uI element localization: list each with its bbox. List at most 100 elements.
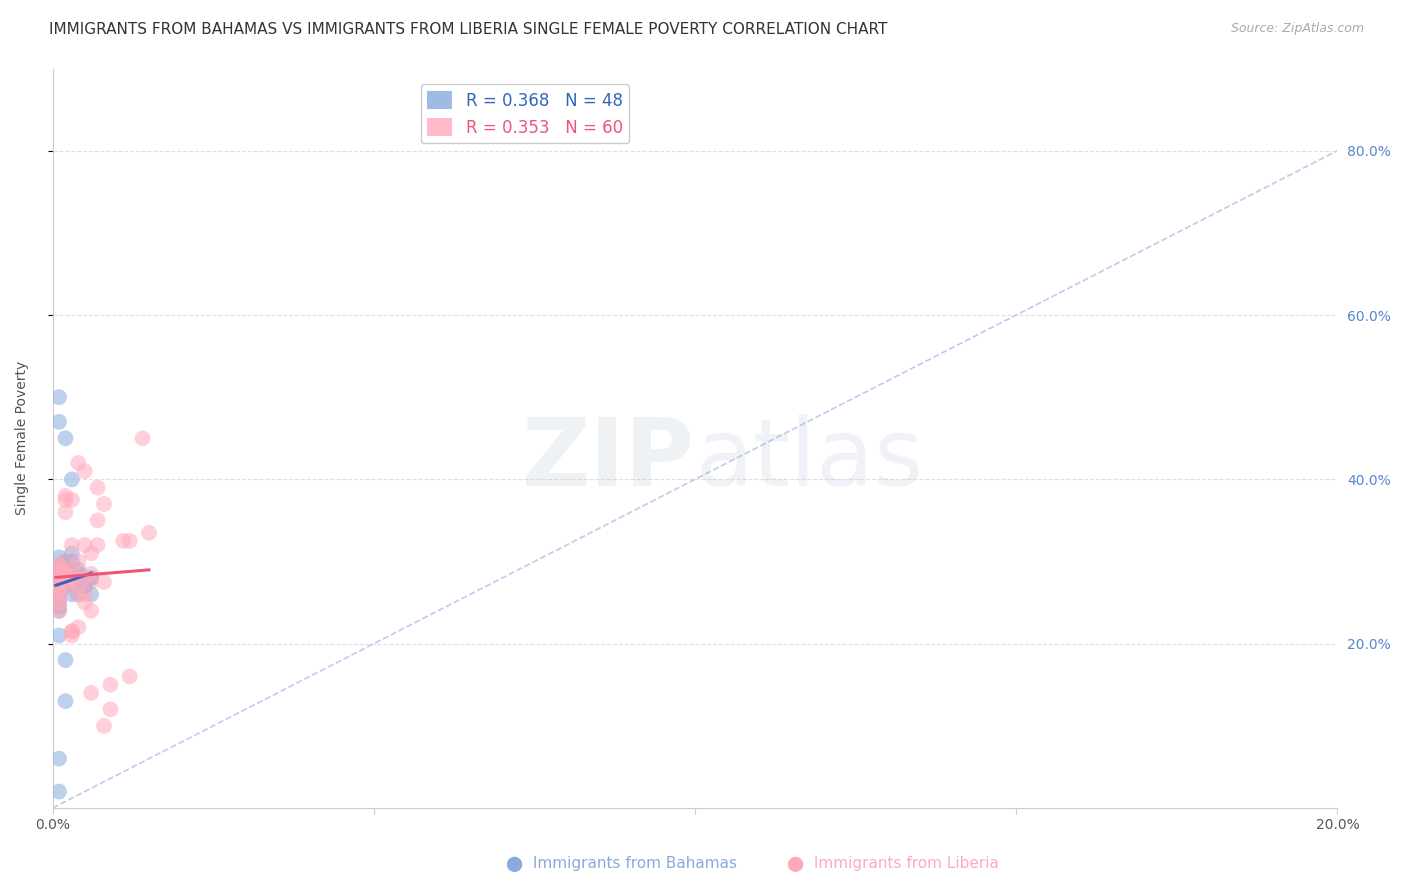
Point — [55, 575, 77, 590]
Point — [80, 587, 103, 601]
Point — [86, 513, 108, 527]
Point — [55, 492, 77, 507]
Point — [60, 492, 83, 507]
Point — [55, 505, 77, 519]
Point — [48, 571, 70, 585]
Point — [48, 599, 70, 614]
Point — [48, 390, 70, 404]
Point — [67, 579, 90, 593]
Point — [60, 538, 83, 552]
Point — [60, 546, 83, 560]
Point — [80, 575, 103, 590]
Point — [118, 669, 141, 683]
Point — [93, 575, 115, 590]
Point — [48, 566, 70, 581]
Point — [55, 566, 77, 581]
Point — [86, 481, 108, 495]
Point — [60, 554, 83, 568]
Point — [55, 579, 77, 593]
Point — [67, 566, 90, 581]
Legend: R = 0.368   N = 48, R = 0.353   N = 60: R = 0.368 N = 48, R = 0.353 N = 60 — [420, 84, 630, 144]
Point — [48, 579, 70, 593]
Point — [48, 550, 70, 565]
Point — [55, 579, 77, 593]
Point — [67, 587, 90, 601]
Point — [48, 579, 70, 593]
Point — [51, 566, 73, 581]
Point — [55, 558, 77, 573]
Point — [60, 563, 83, 577]
Point — [73, 579, 96, 593]
Point — [73, 571, 96, 585]
Point — [48, 583, 70, 598]
Point — [93, 719, 115, 733]
Point — [48, 583, 70, 598]
Point — [131, 431, 153, 445]
Point — [67, 456, 90, 470]
Point — [138, 525, 160, 540]
Point — [55, 566, 77, 581]
Point — [48, 558, 70, 573]
Point — [80, 571, 103, 585]
Y-axis label: Single Female Poverty: Single Female Poverty — [15, 361, 30, 516]
Point — [55, 566, 77, 581]
Text: ⬤  Immigrants from Bahamas: ⬤ Immigrants from Bahamas — [506, 856, 737, 872]
Point — [73, 579, 96, 593]
Point — [48, 563, 70, 577]
Point — [60, 571, 83, 585]
Point — [80, 566, 103, 581]
Point — [55, 554, 77, 568]
Point — [80, 686, 103, 700]
Point — [48, 579, 70, 593]
Point — [60, 575, 83, 590]
Point — [73, 579, 96, 593]
Point — [60, 563, 83, 577]
Point — [48, 604, 70, 618]
Point — [48, 596, 70, 610]
Point — [73, 538, 96, 552]
Point — [48, 596, 70, 610]
Point — [67, 566, 90, 581]
Text: IMMIGRANTS FROM BAHAMAS VS IMMIGRANTS FROM LIBERIA SINGLE FEMALE POVERTY CORRELA: IMMIGRANTS FROM BAHAMAS VS IMMIGRANTS FR… — [49, 22, 887, 37]
Point — [55, 571, 77, 585]
Point — [48, 596, 70, 610]
Point — [48, 583, 70, 598]
Text: ⬤  Immigrants from Liberia: ⬤ Immigrants from Liberia — [787, 856, 1000, 872]
Point — [67, 620, 90, 634]
Point — [55, 571, 77, 585]
Point — [67, 563, 90, 577]
Point — [55, 653, 77, 667]
Point — [67, 566, 90, 581]
Point — [67, 554, 90, 568]
Point — [48, 604, 70, 618]
Point — [80, 546, 103, 560]
Point — [45, 575, 67, 590]
Point — [80, 571, 103, 585]
Point — [73, 464, 96, 478]
Point — [48, 587, 70, 601]
Text: Source: ZipAtlas.com: Source: ZipAtlas.com — [1230, 22, 1364, 36]
Point — [60, 571, 83, 585]
Point — [112, 533, 135, 548]
Point — [73, 587, 96, 601]
Point — [55, 566, 77, 581]
Point — [48, 415, 70, 429]
Point — [118, 533, 141, 548]
Point — [60, 624, 83, 639]
Point — [73, 571, 96, 585]
Point — [48, 558, 70, 573]
Point — [55, 431, 77, 445]
Point — [60, 587, 83, 601]
Point — [67, 587, 90, 601]
Point — [55, 575, 77, 590]
Point — [60, 571, 83, 585]
Point — [48, 558, 70, 573]
Point — [67, 571, 90, 585]
Point — [48, 752, 70, 766]
Point — [45, 575, 67, 590]
Point — [86, 538, 108, 552]
Point — [60, 575, 83, 590]
Point — [48, 563, 70, 577]
Point — [93, 497, 115, 511]
Point — [48, 628, 70, 642]
